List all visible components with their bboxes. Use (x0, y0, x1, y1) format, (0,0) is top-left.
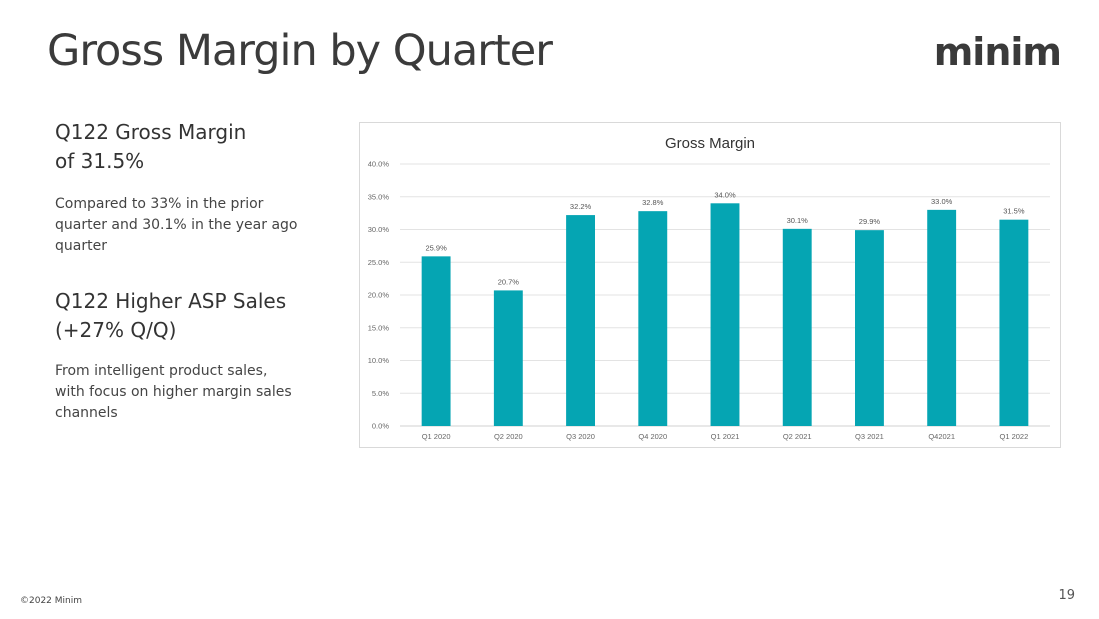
body-line: quarter (55, 238, 107, 254)
body-line: quarter and 30.1% in the year ago (55, 217, 298, 233)
data-label: 31.5% (1003, 207, 1025, 216)
bar (855, 230, 884, 426)
data-label: 32.2% (570, 202, 592, 211)
bar (782, 228, 812, 426)
x-tick-label: Q4 2020 (638, 432, 667, 441)
bar (927, 209, 957, 426)
bar (638, 211, 668, 426)
highlight-asp-sales: Q122 Higher ASP Sales (+27% Q/Q) From in… (55, 287, 325, 424)
bar (493, 290, 523, 426)
body-line: channels (55, 405, 118, 421)
body-line: with focus on higher margin sales (55, 384, 292, 400)
y-tick-label: 5.0% (372, 389, 389, 398)
data-label: 30.1% (787, 216, 809, 225)
bar-layer (421, 203, 1029, 426)
y-tick-label: 20.0% (368, 291, 390, 300)
y-tick-label: 40.0% (368, 160, 390, 169)
y-tick-label: 15.0% (368, 323, 390, 332)
body-line: From intelligent product sales, (55, 363, 268, 379)
x-tick-label: Q2 2020 (494, 432, 523, 441)
label-layer: 0.0% 5.0% 10.0% 15.0% 20.0% 25.0% 30.0% 35.0% 40… (368, 160, 1029, 442)
data-label: 34.0% (714, 190, 736, 199)
headline-line: (+27% Q/Q) (55, 318, 177, 342)
highlight-headline: Q122 Higher ASP Sales (+27% Q/Q) (55, 287, 325, 345)
headline-line: of 31.5% (55, 149, 145, 173)
data-label: 29.9% (859, 217, 881, 226)
data-label: 20.7% (498, 277, 520, 286)
headline-line: Q122 Higher ASP Sales (55, 289, 287, 313)
highlight-gross-margin: Q122 Gross Margin of 31.5% Compared to 3… (55, 118, 325, 257)
body-line: Compared to 33% in the prior (55, 196, 264, 212)
brand-logo: minim (933, 30, 1062, 74)
x-tick-label: Q3 2020 (566, 432, 595, 441)
highlight-body: Compared to 33% in the prior quarter and… (55, 194, 325, 257)
page-title: Gross Margin by Quarter (47, 26, 553, 76)
chart-title: Gross Margin (665, 135, 755, 152)
page-number: 19 (1058, 588, 1075, 603)
highlight-headline: Q122 Gross Margin of 31.5% (55, 118, 325, 176)
chart-svg: Gross Margin 0.0% 5.0% 10.0% 15.0% 20.0% 25.0… (368, 135, 1050, 442)
highlights-panel: Q122 Gross Margin of 31.5% Compared to 3… (55, 118, 325, 424)
bar (999, 219, 1029, 426)
bar (421, 256, 451, 426)
highlight-body: From intelligent product sales, with foc… (55, 361, 325, 424)
x-tick-label: Q42021 (928, 432, 955, 441)
bar (566, 215, 595, 426)
x-tick-label: Q3 2021 (855, 432, 884, 441)
bar (710, 203, 740, 426)
y-tick-label: 10.0% (368, 356, 390, 365)
x-tick-label: Q1 2022 (999, 432, 1028, 441)
y-tick-label: 35.0% (368, 192, 390, 201)
gross-margin-chart: Gross Margin 0.0% 5.0% 10.0% 15.0% 20.0% 25.0… (359, 122, 1061, 448)
x-tick-label: Q2 2021 (783, 432, 812, 441)
y-tick-label: 30.0% (368, 225, 390, 234)
y-tick-label: 25.0% (368, 258, 390, 267)
x-tick-label: Q1 2021 (711, 432, 740, 441)
footer-copyright: ©2022 Minim (20, 596, 83, 606)
data-label: 33.0% (931, 197, 953, 206)
data-label: 25.9% (425, 243, 447, 252)
x-tick-label: Q1 2020 (422, 432, 451, 441)
headline-line: Q122 Gross Margin (55, 120, 247, 144)
y-tick-label: 0.0% (372, 422, 389, 431)
data-label: 32.8% (642, 198, 664, 207)
